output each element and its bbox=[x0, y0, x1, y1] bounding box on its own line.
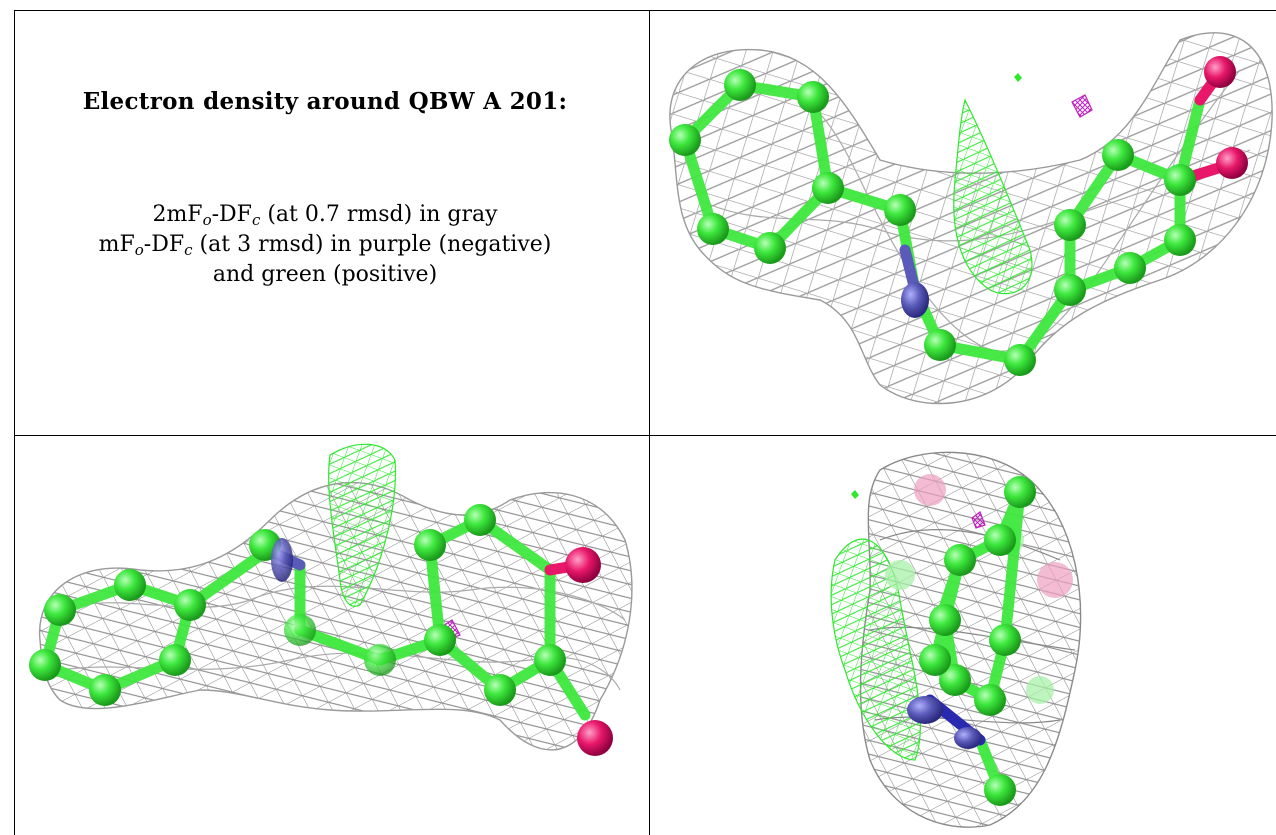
oxygen-atom bbox=[1216, 147, 1248, 179]
nitrogen-atom bbox=[907, 696, 943, 724]
carbon-atoms bbox=[919, 476, 1036, 806]
middle-divider bbox=[14, 435, 1276, 436]
negative-density-purple bbox=[1071, 94, 1093, 118]
oxygen-atom bbox=[577, 720, 613, 756]
nitrogen-atom bbox=[901, 282, 929, 318]
view-bottom-left bbox=[29, 443, 633, 756]
nitrogen-atom bbox=[954, 727, 982, 749]
figure-title: Electron density around QBW A 201: bbox=[82, 88, 568, 115]
oxygen-atom bbox=[1204, 56, 1236, 88]
view-bottom-right bbox=[830, 451, 1082, 828]
carbon-atoms bbox=[669, 69, 1196, 376]
legend-line-3: and green (positive) bbox=[212, 262, 438, 287]
legend-line-1: 2mFo-DFc (at 0.7 rmsd) in gray bbox=[152, 202, 498, 229]
positive-density-green bbox=[328, 443, 397, 607]
view-top-right bbox=[669, 32, 1273, 405]
carbon-atoms bbox=[29, 504, 566, 706]
positive-density-green bbox=[830, 538, 921, 761]
left-border bbox=[14, 10, 15, 835]
center-divider bbox=[649, 10, 650, 835]
nitrogen-atom bbox=[271, 538, 293, 582]
positive-density-green bbox=[953, 98, 1033, 295]
oxygen-atom bbox=[565, 547, 601, 583]
legend-text: 2mFo-DFc (at 0.7 rmsd) in gray mFo-DFc (… bbox=[0, 200, 650, 290]
legend-line-2: mFo-DFc (at 3 rmsd) in purple (negative) bbox=[98, 232, 552, 259]
negative-density-purple bbox=[971, 511, 986, 529]
top-border bbox=[14, 10, 1276, 11]
